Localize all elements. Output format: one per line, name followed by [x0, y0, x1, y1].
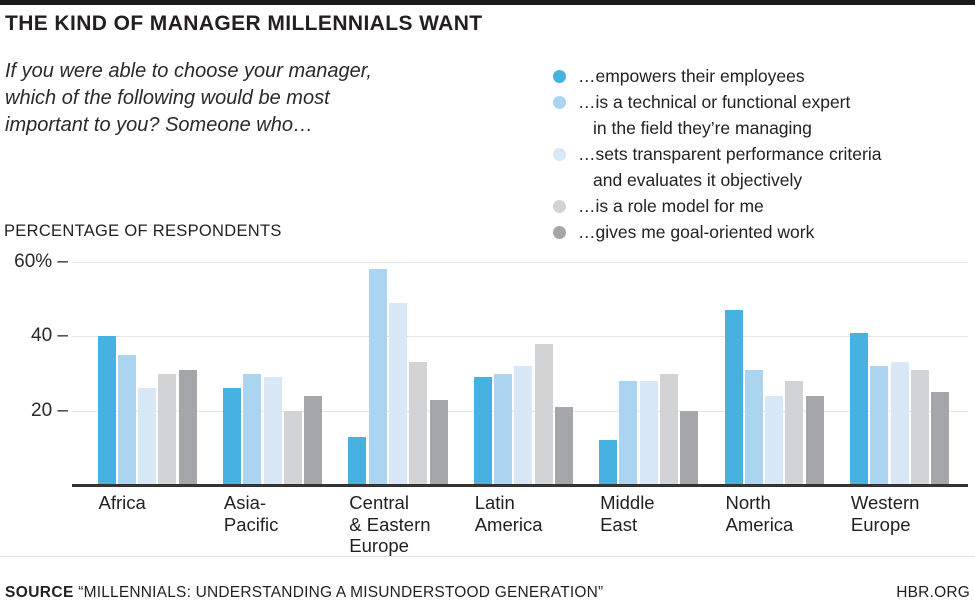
x-axis-category-line: Africa [98, 492, 146, 513]
bar-asia-pacific-s1 [222, 388, 241, 485]
bar-africa-s5 [178, 369, 197, 485]
bar-asia-pacific-s4 [283, 410, 302, 485]
bar-central-eastern-europe-s4 [409, 362, 428, 485]
bar-western-europe-s1 [849, 332, 868, 485]
bar-north-america-s4 [785, 380, 804, 485]
legend-swatch-dot-icon [553, 95, 566, 109]
x-axis-category-line: North [725, 492, 771, 513]
top-rule-bar [0, 0, 975, 5]
x-axis-category-line: Asia- [223, 492, 267, 513]
subtitle-line: If you were able to choose your manager, [5, 60, 372, 82]
legend-swatch-dot-icon [553, 147, 566, 161]
x-axis-category-line: Europe [349, 535, 409, 556]
source-text: “MILLENNIALS: UNDERSTANDING A MISUNDERST… [78, 584, 604, 601]
footer: SOURCE “MILLENNIALS: UNDERSTANDING A MIS… [5, 584, 970, 602]
legend-item: …is a role model for me [553, 193, 963, 219]
bar-north-america-s3 [765, 395, 784, 485]
source-label: SOURCE [5, 584, 74, 601]
x-axis-category-line: Europe [850, 513, 911, 535]
bar-latin-america-s5 [554, 406, 573, 485]
chart-legend: …empowers their employees …is a technical… [553, 63, 963, 245]
x-axis-category-label: Central & Eastern Europe [349, 492, 430, 557]
bar-central-eastern-europe-s3 [388, 302, 407, 485]
x-axis-category-line: Latin [474, 492, 515, 513]
legend-swatch-dot-icon [553, 199, 566, 213]
legend-item: …sets transparent performance criteria an… [553, 141, 963, 193]
x-axis-category-label: North America [726, 492, 794, 535]
bar-latin-america-s4 [534, 343, 553, 485]
x-axis-category-line: America [474, 513, 543, 535]
bar-western-europe-s2 [870, 366, 889, 485]
legend-item: …is a technical or functional expert in t… [553, 89, 963, 141]
legend-item-label: …gives me goal-oriented work [578, 222, 815, 242]
legend-item-label: …sets transparent performance criteria [578, 144, 882, 164]
bar-asia-pacific-s5 [304, 395, 323, 485]
bar-western-europe-s4 [910, 369, 929, 485]
bar-central-eastern-europe-s2 [368, 269, 387, 485]
bar-africa-s1 [97, 336, 116, 485]
x-axis-category-label: Middle East [600, 492, 655, 535]
x-axis-category-line: Pacific [223, 513, 279, 535]
subtitle-line: which of the following would be most [5, 87, 330, 109]
bar-africa-s4 [158, 373, 177, 485]
x-axis-category-label: Africa [99, 492, 146, 514]
x-axis-category-line: Central [349, 492, 409, 513]
bar-middle-east-s1 [599, 440, 618, 485]
bar-central-eastern-europe-s5 [429, 399, 448, 485]
y-axis-tick-label: 20 – [31, 399, 68, 421]
bar-central-eastern-europe-s1 [348, 436, 367, 485]
chart-question-subtitle: If you were able to choose your manager,… [5, 58, 485, 139]
page-title: THE KIND OF MANAGER MILLENNIALS WANT [5, 12, 483, 35]
legend-item: …gives me goal-oriented work [553, 219, 963, 245]
bar-western-europe-s5 [931, 392, 950, 485]
x-axis-category-label: Asia- Pacific [224, 492, 279, 535]
bar-middle-east-s5 [680, 410, 699, 485]
y-axis-tick-label: 60% – [14, 251, 68, 272]
legend-item-label: …empowers their employees [578, 66, 805, 86]
legend-item-label: …is a technical or functional expert [578, 92, 851, 112]
legend-item: …empowers their employees [553, 63, 963, 89]
bar-western-europe-s3 [890, 362, 909, 485]
legend-item-label: in the field they’re managing [593, 118, 812, 138]
x-axis-category-line: East [600, 513, 638, 535]
hbr-org-link[interactable]: HBR.ORG [896, 584, 970, 601]
subtitle-line: important to you? Someone who… [5, 114, 313, 136]
gridline [72, 262, 968, 263]
bar-africa-s3 [138, 388, 157, 485]
legend-item-label: …is a role model for me [578, 196, 764, 216]
legend-swatch-dot-icon [553, 225, 566, 239]
x-axis-line [72, 484, 968, 487]
legend-item-label: and evaluates it objectively [593, 170, 803, 190]
footer-divider [0, 556, 975, 557]
bar-latin-america-s3 [514, 366, 533, 485]
y-axis-title: PERCENTAGE OF RESPONDENTS [4, 222, 282, 240]
bar-latin-america-s2 [494, 373, 512, 485]
bar-middle-east-s2 [619, 380, 638, 485]
bar-asia-pacific-s3 [263, 377, 282, 485]
x-axis-category-label: Latin America [475, 492, 543, 535]
bar-north-america-s2 [744, 369, 763, 485]
bar-asia-pacific-s2 [243, 373, 262, 485]
bar-middle-east-s3 [639, 380, 658, 485]
bar-latin-america-s1 [473, 377, 492, 485]
x-axis-category-line: Middle [600, 492, 655, 513]
bar-north-america-s1 [724, 310, 743, 485]
bar-middle-east-s4 [660, 373, 678, 485]
bar-africa-s2 [117, 354, 136, 485]
bar-north-america-s5 [805, 395, 824, 485]
x-axis-category-line: Western [850, 492, 920, 513]
legend-swatch-dot-icon [553, 69, 566, 83]
x-axis-category-line: America [725, 513, 794, 535]
gridline [72, 336, 968, 338]
x-axis-category-line: & Eastern [349, 513, 431, 535]
x-axis-category-label: Western Europe [851, 492, 920, 535]
y-axis-tick-label: 40 – [31, 325, 68, 347]
